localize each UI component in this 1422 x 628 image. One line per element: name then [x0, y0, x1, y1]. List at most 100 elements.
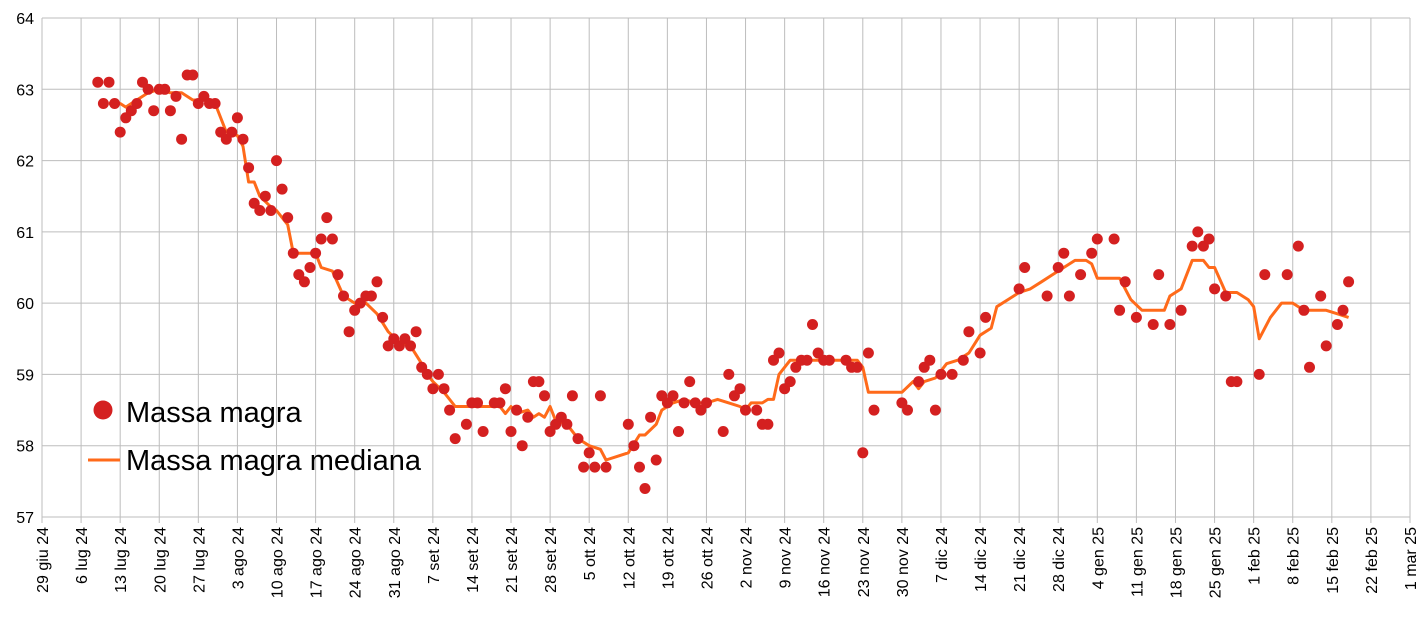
data-point-massa-magra: [762, 418, 774, 430]
data-point-massa-magra: [851, 361, 863, 373]
data-point-massa-magra: [114, 126, 126, 138]
data-point-massa-magra: [148, 105, 160, 117]
data-point-massa-magra: [332, 269, 344, 281]
data-point-massa-magra: [717, 426, 729, 437]
data-point-massa-magra: [1114, 304, 1126, 316]
data-point-massa-magra: [935, 368, 947, 380]
data-point-massa-magra: [667, 390, 679, 402]
data-point-massa-magra: [589, 461, 601, 473]
data-point-massa-magra: [444, 404, 456, 416]
data-point-massa-magra: [1164, 319, 1176, 330]
data-point-massa-magra: [522, 411, 534, 423]
grid: [41, 17, 1411, 523]
data-point-massa-magra: [1253, 368, 1265, 380]
data-point-massa-magra: [254, 205, 266, 216]
data-point-massa-magra: [913, 376, 925, 388]
x-axis-tick-labels: 29 giu 24 6 lug 24 13 lug 24 20 lug 24 27 lu…: [35, 527, 1420, 598]
x-tick-label: 18 gen 25: [1168, 527, 1185, 598]
x-tick-label: 14 set 24: [465, 527, 482, 593]
data-point-massa-magra: [505, 426, 517, 437]
data-point-massa-magra: [494, 397, 506, 409]
series-line-massa-magra-mediana: [109, 87, 1350, 462]
data-point-massa-magra: [773, 347, 785, 359]
data-point-massa-magra: [410, 326, 422, 338]
x-tick-label: 7 dic 24: [934, 527, 951, 583]
data-point-massa-magra: [1013, 283, 1025, 295]
x-tick-label: 19 ott 24: [660, 527, 677, 589]
data-point-massa-magra: [326, 233, 338, 245]
data-point-massa-magra: [499, 383, 511, 395]
data-point-massa-magra: [634, 461, 645, 473]
data-point-massa-magra: [801, 354, 813, 366]
data-point-massa-magra: [315, 233, 327, 245]
data-point-massa-magra: [276, 183, 288, 195]
data-point-massa-magra: [1186, 240, 1198, 252]
data-point-massa-magra: [1304, 361, 1315, 373]
legend-label-massa-magra: Massa magra: [126, 397, 303, 429]
data-point-massa-magra: [170, 90, 182, 102]
data-point-massa-magra: [159, 83, 171, 95]
x-tick-label: 28 set 24: [543, 527, 560, 593]
x-tick-label: 1 feb 25: [1247, 527, 1264, 585]
data-point-massa-magra: [684, 376, 696, 388]
data-point-massa-magra: [678, 397, 690, 409]
x-tick-label: 6 lug 24: [74, 527, 91, 584]
data-point-massa-magra: [734, 383, 746, 395]
data-point-massa-magra: [1209, 283, 1221, 295]
data-point-massa-magra: [1320, 340, 1332, 352]
data-point-massa-magra: [97, 98, 109, 109]
data-point-massa-magra: [432, 368, 444, 380]
x-tick-label: 21 dic 24: [1012, 527, 1029, 592]
data-point-massa-magra: [226, 126, 238, 138]
x-tick-label: 11 gen 25: [1129, 527, 1146, 597]
x-tick-label: 26 ott 24: [699, 527, 716, 589]
data-point-massa-magra: [298, 276, 310, 288]
data-point-massa-magra: [701, 397, 712, 409]
data-point-massa-magra: [449, 433, 461, 445]
data-point-massa-magra: [237, 133, 249, 145]
x-tick-label: 3 ago 24: [230, 527, 247, 589]
data-point-massa-magra: [673, 426, 684, 437]
x-tick-label: 13 lug 24: [113, 527, 130, 593]
data-point-massa-magra: [1292, 240, 1304, 252]
data-point-massa-magra: [1119, 276, 1131, 288]
data-point-massa-magra: [533, 376, 545, 388]
data-point-massa-magra: [857, 447, 869, 459]
data-point-massa-magra: [622, 418, 634, 430]
x-tick-label: 17 ago 24: [309, 527, 326, 598]
x-tick-label: 23 nov 24: [856, 527, 873, 597]
data-point-massa-magra: [974, 347, 986, 359]
x-tick-label: 5 ott 24: [582, 527, 599, 580]
data-point-massa-magra: [784, 376, 796, 388]
y-axis-tick-labels: 57 58 59 60 61 62 63 64: [16, 11, 34, 527]
data-point-massa-magra: [1231, 376, 1243, 388]
data-point-massa-magra: [343, 326, 355, 338]
data-point-massa-magra: [109, 98, 121, 109]
data-point-massa-magra: [421, 368, 433, 380]
data-point-massa-magra: [164, 105, 176, 117]
data-point-massa-magra: [1130, 311, 1142, 323]
data-point-massa-magra: [1298, 304, 1310, 316]
data-point-massa-magra: [1281, 269, 1293, 281]
data-point-massa-magra: [1091, 233, 1103, 245]
data-point-massa-magra: [1153, 269, 1165, 281]
data-point-massa-magra: [460, 418, 472, 430]
x-tick-label: 25 gen 25: [1208, 527, 1225, 598]
data-point-massa-magra: [1192, 226, 1204, 238]
data-point-massa-magra: [639, 483, 651, 494]
data-point-massa-magra: [103, 76, 115, 88]
y-tick-label: 61: [16, 225, 34, 242]
y-tick-label: 58: [16, 439, 34, 456]
data-point-massa-magra: [583, 447, 595, 459]
x-tick-label: 10 ago 24: [270, 527, 287, 598]
y-tick-label: 60: [16, 296, 34, 313]
data-point-massa-magra: [511, 404, 523, 416]
data-point-massa-magra: [321, 212, 333, 224]
data-point-massa-magra: [1041, 290, 1053, 302]
x-tick-label: 28 dic 24: [1051, 527, 1068, 592]
data-point-massa-magra: [1315, 290, 1327, 302]
data-point-massa-magra: [243, 162, 255, 174]
y-tick-label: 64: [16, 11, 34, 28]
data-point-massa-magra: [338, 290, 349, 302]
